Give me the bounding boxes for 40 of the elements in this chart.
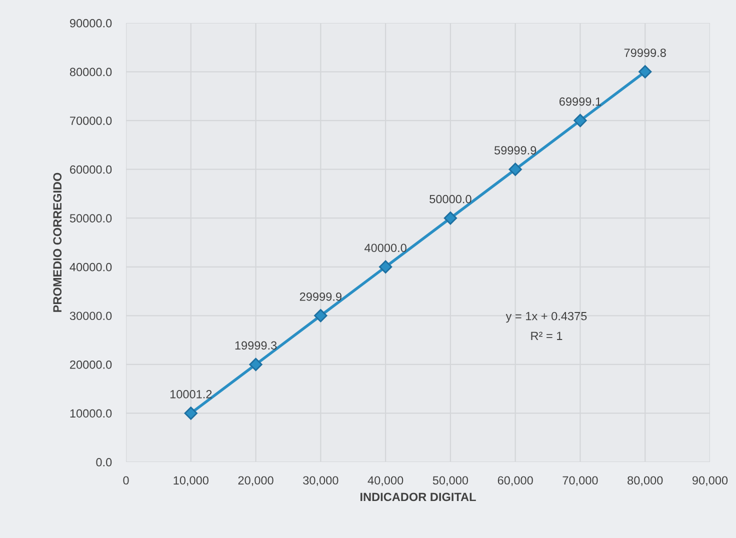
x-tick-label: 30,000 — [303, 476, 338, 486]
x-tick-label: 40,000 — [368, 476, 404, 486]
y-axis-title: PROMEDIO CORREGIDO — [53, 172, 62, 312]
x-tick-label: 60,000 — [498, 476, 533, 486]
x-tick-label: 20,000 — [238, 476, 274, 486]
y-tick-label: 10000.0 — [70, 409, 112, 418]
data-label: 79999.8 — [624, 48, 666, 57]
y-tick-label: 40000.0 — [70, 262, 112, 272]
data-label: 59999.9 — [494, 146, 536, 154]
x-tick-label: 50,000 — [432, 476, 468, 486]
annotation: R² = 1 — [531, 332, 562, 340]
data-label: 29999.9 — [300, 292, 342, 301]
point — [444, 212, 458, 225]
point — [638, 65, 652, 78]
y-tick-label: 70000.0 — [70, 116, 112, 125]
x-tick-label: 10,000 — [174, 476, 208, 486]
point — [249, 358, 262, 372]
point — [184, 406, 198, 420]
annotation: y = 1x + 0.4375 — [506, 312, 587, 323]
y-tick-label: 50000.0 — [70, 214, 112, 223]
x-axis-title: INDICADOR DIGITAL — [360, 492, 476, 502]
y-tick-label: 80000.0 — [70, 68, 112, 76]
data-label: 10001.2 — [170, 390, 212, 398]
data-label: 50000.0 — [430, 194, 472, 204]
point — [508, 162, 522, 176]
x-tick-label: 90,000 — [692, 476, 728, 486]
y-tick-label: 90000.0 — [70, 19, 112, 28]
y-tick-label: 60000.0 — [70, 165, 112, 174]
point — [314, 309, 328, 322]
data-label: 69999.1 — [559, 97, 601, 106]
x-tick-label: 0 — [123, 476, 129, 485]
y-tick-label: 0.0 — [96, 458, 112, 466]
data-label: 19999.3 — [235, 341, 277, 350]
point — [574, 114, 587, 128]
x-tick-label: 70,000 — [562, 476, 598, 486]
y-tick-label: 30000.0 — [70, 312, 112, 320]
x-tick-label: 80,000 — [628, 476, 663, 486]
data-label: 40000.0 — [364, 244, 406, 252]
y-tick-label: 20000.0 — [70, 360, 112, 369]
point — [378, 260, 392, 274]
